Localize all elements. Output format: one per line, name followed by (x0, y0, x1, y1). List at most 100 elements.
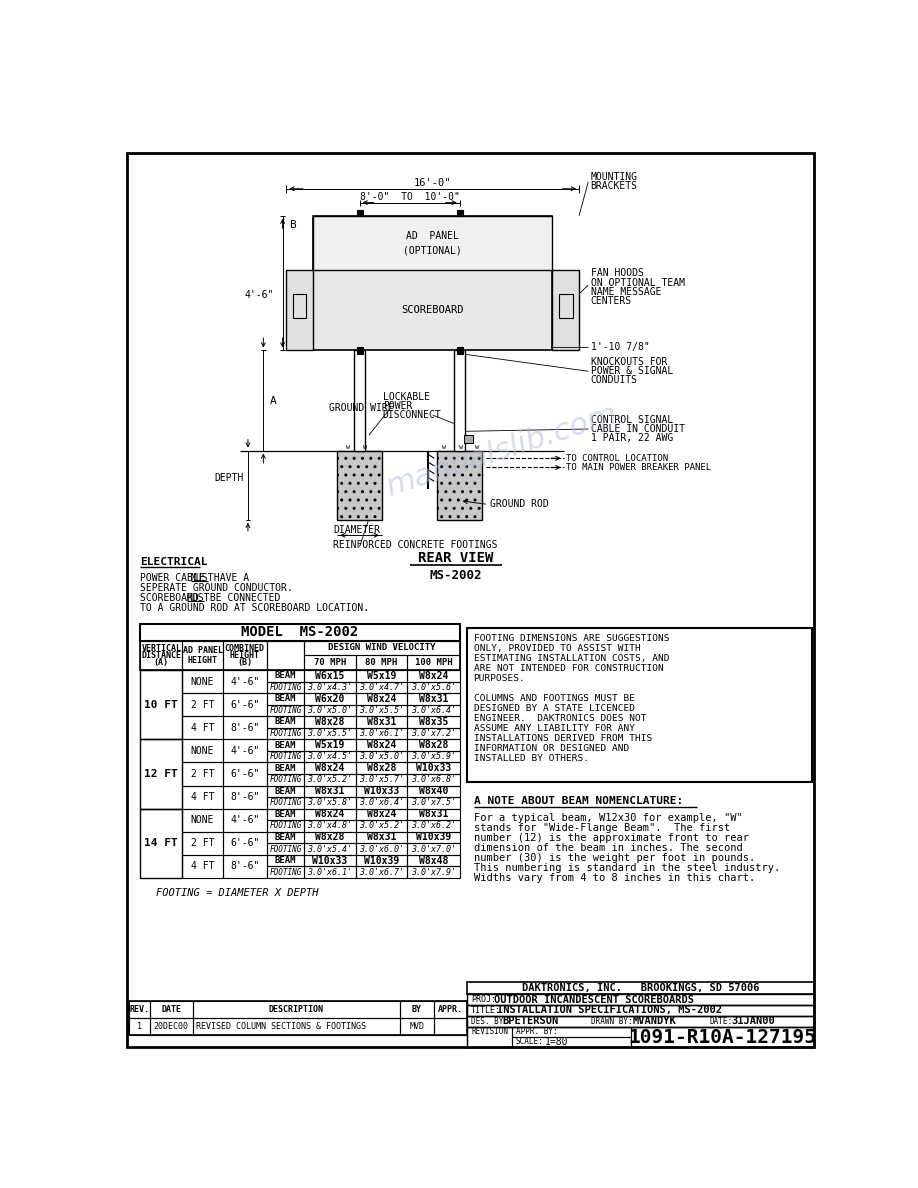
Bar (304, 832, 356, 843)
Bar (356, 739, 408, 751)
Bar (267, 843, 304, 855)
Text: 3.0'x4.8': 3.0'x4.8' (308, 821, 353, 830)
Text: KNOCKOUTS FOR: KNOCKOUTS FOR (590, 358, 667, 367)
Bar (293, 295, 307, 317)
Text: W8x24: W8x24 (367, 809, 397, 820)
Bar (222, 716, 267, 739)
Text: 6'-6": 6'-6" (230, 700, 260, 709)
Bar (267, 640, 304, 670)
Bar (400, 1018, 433, 1035)
Bar (222, 785, 267, 809)
Text: MOUNTING: MOUNTING (590, 172, 638, 182)
Text: 70 MPH: 70 MPH (314, 658, 346, 666)
Text: 4'-6": 4'-6" (230, 815, 260, 826)
Text: 3.0'x4.5': 3.0'x4.5' (308, 752, 353, 762)
Bar (267, 866, 304, 878)
Text: HEIGHT: HEIGHT (187, 656, 218, 665)
Bar (408, 751, 460, 763)
Text: 1'-10 7/8": 1'-10 7/8" (590, 342, 649, 352)
Bar (408, 704, 460, 716)
Text: W8x31: W8x31 (367, 833, 397, 842)
Text: COLUMNS AND FOOTINGS MUST BE: COLUMNS AND FOOTINGS MUST BE (474, 694, 634, 703)
Text: 4'-6": 4'-6" (230, 746, 260, 756)
Text: 100 MPH: 100 MPH (415, 658, 453, 666)
Bar (129, 1018, 151, 1035)
Text: 2 FT: 2 FT (191, 839, 214, 848)
Text: W8x24: W8x24 (315, 809, 344, 820)
Text: 3.0'x5.0': 3.0'x5.0' (308, 706, 353, 715)
Text: 31JAN00: 31JAN00 (732, 1016, 776, 1026)
Bar (356, 773, 408, 785)
Text: FOOTING: FOOTING (270, 776, 302, 784)
Bar (222, 832, 267, 855)
Bar (304, 797, 356, 809)
Bar (304, 855, 356, 866)
Text: ENGINEER.  DAKTRONICS DOES NOT: ENGINEER. DAKTRONICS DOES NOT (474, 714, 646, 723)
Bar (129, 1001, 467, 1035)
Bar (408, 809, 460, 820)
Bar (222, 809, 267, 832)
Text: CONDUITS: CONDUITS (590, 375, 638, 385)
Text: 3.0'x5.9': 3.0'x5.9' (411, 752, 456, 762)
Bar (267, 809, 304, 820)
Text: DEPTH: DEPTH (215, 473, 244, 482)
Bar (356, 693, 408, 704)
Text: 6'-6": 6'-6" (230, 769, 260, 779)
Bar (356, 832, 408, 843)
Text: DRAWN BY:: DRAWN BY: (590, 1017, 633, 1025)
Text: 1091-R10A-127195: 1091-R10A-127195 (629, 1028, 817, 1047)
Bar (456, 209, 463, 216)
Bar (267, 704, 304, 716)
Text: TO A GROUND ROD AT SCOREBOARD LOCATION.: TO A GROUND ROD AT SCOREBOARD LOCATION. (140, 602, 369, 613)
Text: 14 FT: 14 FT (144, 839, 178, 848)
Text: number (12) is the approximate front to rear: number (12) is the approximate front to … (474, 833, 748, 842)
Text: W8x28: W8x28 (367, 763, 397, 773)
Text: 3.0'x5.8': 3.0'x5.8' (308, 798, 353, 808)
Text: 16'-0": 16'-0" (414, 178, 452, 189)
Text: MUST: MUST (186, 593, 210, 602)
Text: AD PANEL: AD PANEL (183, 646, 222, 655)
Text: MS-2002: MS-2002 (430, 569, 482, 582)
Text: DESIGNED BY A STATE LICENCED: DESIGNED BY A STATE LICENCED (474, 704, 634, 713)
Bar (356, 820, 408, 832)
Text: 3.0'x5.0': 3.0'x5.0' (359, 752, 404, 762)
Bar (356, 751, 408, 763)
Text: W10x33: W10x33 (416, 763, 451, 773)
Bar (408, 739, 460, 751)
Bar (183, 832, 222, 855)
Text: APPR. BY:: APPR. BY: (516, 1028, 557, 1036)
Bar (183, 785, 222, 809)
Text: 3.0'x5.6': 3.0'x5.6' (411, 683, 456, 691)
Text: 3.0'x7.5': 3.0'x7.5' (411, 798, 456, 808)
Text: BE CONNECTED: BE CONNECTED (204, 593, 280, 602)
Text: REVISION: REVISION (471, 1026, 509, 1036)
Text: (B): (B) (238, 658, 252, 668)
Text: APPR.: APPR. (438, 1005, 463, 1015)
Text: DAKTRONICS, INC.   BROOKINGS, SD 57006: DAKTRONICS, INC. BROOKINGS, SD 57006 (522, 982, 759, 993)
Bar (183, 640, 222, 670)
Bar (193, 1018, 400, 1035)
Text: W5x19: W5x19 (315, 740, 344, 750)
Bar (304, 640, 460, 656)
Bar (467, 1016, 814, 1026)
Text: 3.0'x6.4': 3.0'x6.4' (359, 798, 404, 808)
Text: BEAM: BEAM (274, 740, 297, 750)
Bar (408, 670, 460, 682)
Text: 3.0'x5.5': 3.0'x5.5' (308, 729, 353, 738)
Bar (304, 739, 356, 751)
Text: W8x31: W8x31 (419, 694, 448, 703)
Bar (222, 855, 267, 878)
Text: POWER: POWER (383, 400, 412, 411)
Text: MODEL  MS-2002: MODEL MS-2002 (241, 625, 359, 639)
Bar (313, 216, 552, 350)
Text: W10x33: W10x33 (364, 786, 399, 796)
Text: W8x24: W8x24 (367, 694, 397, 703)
Text: NONE: NONE (191, 676, 214, 687)
Text: A NOTE ABOUT BEAM NOMENCLATURE:: A NOTE ABOUT BEAM NOMENCLATURE: (474, 796, 683, 805)
Bar (467, 994, 814, 1005)
Bar (183, 855, 222, 878)
Bar (183, 809, 222, 832)
Text: TO CONTROL LOCATION: TO CONTROL LOCATION (566, 454, 668, 463)
Text: W10x33: W10x33 (312, 855, 348, 866)
Text: AD  PANEL: AD PANEL (407, 232, 459, 241)
